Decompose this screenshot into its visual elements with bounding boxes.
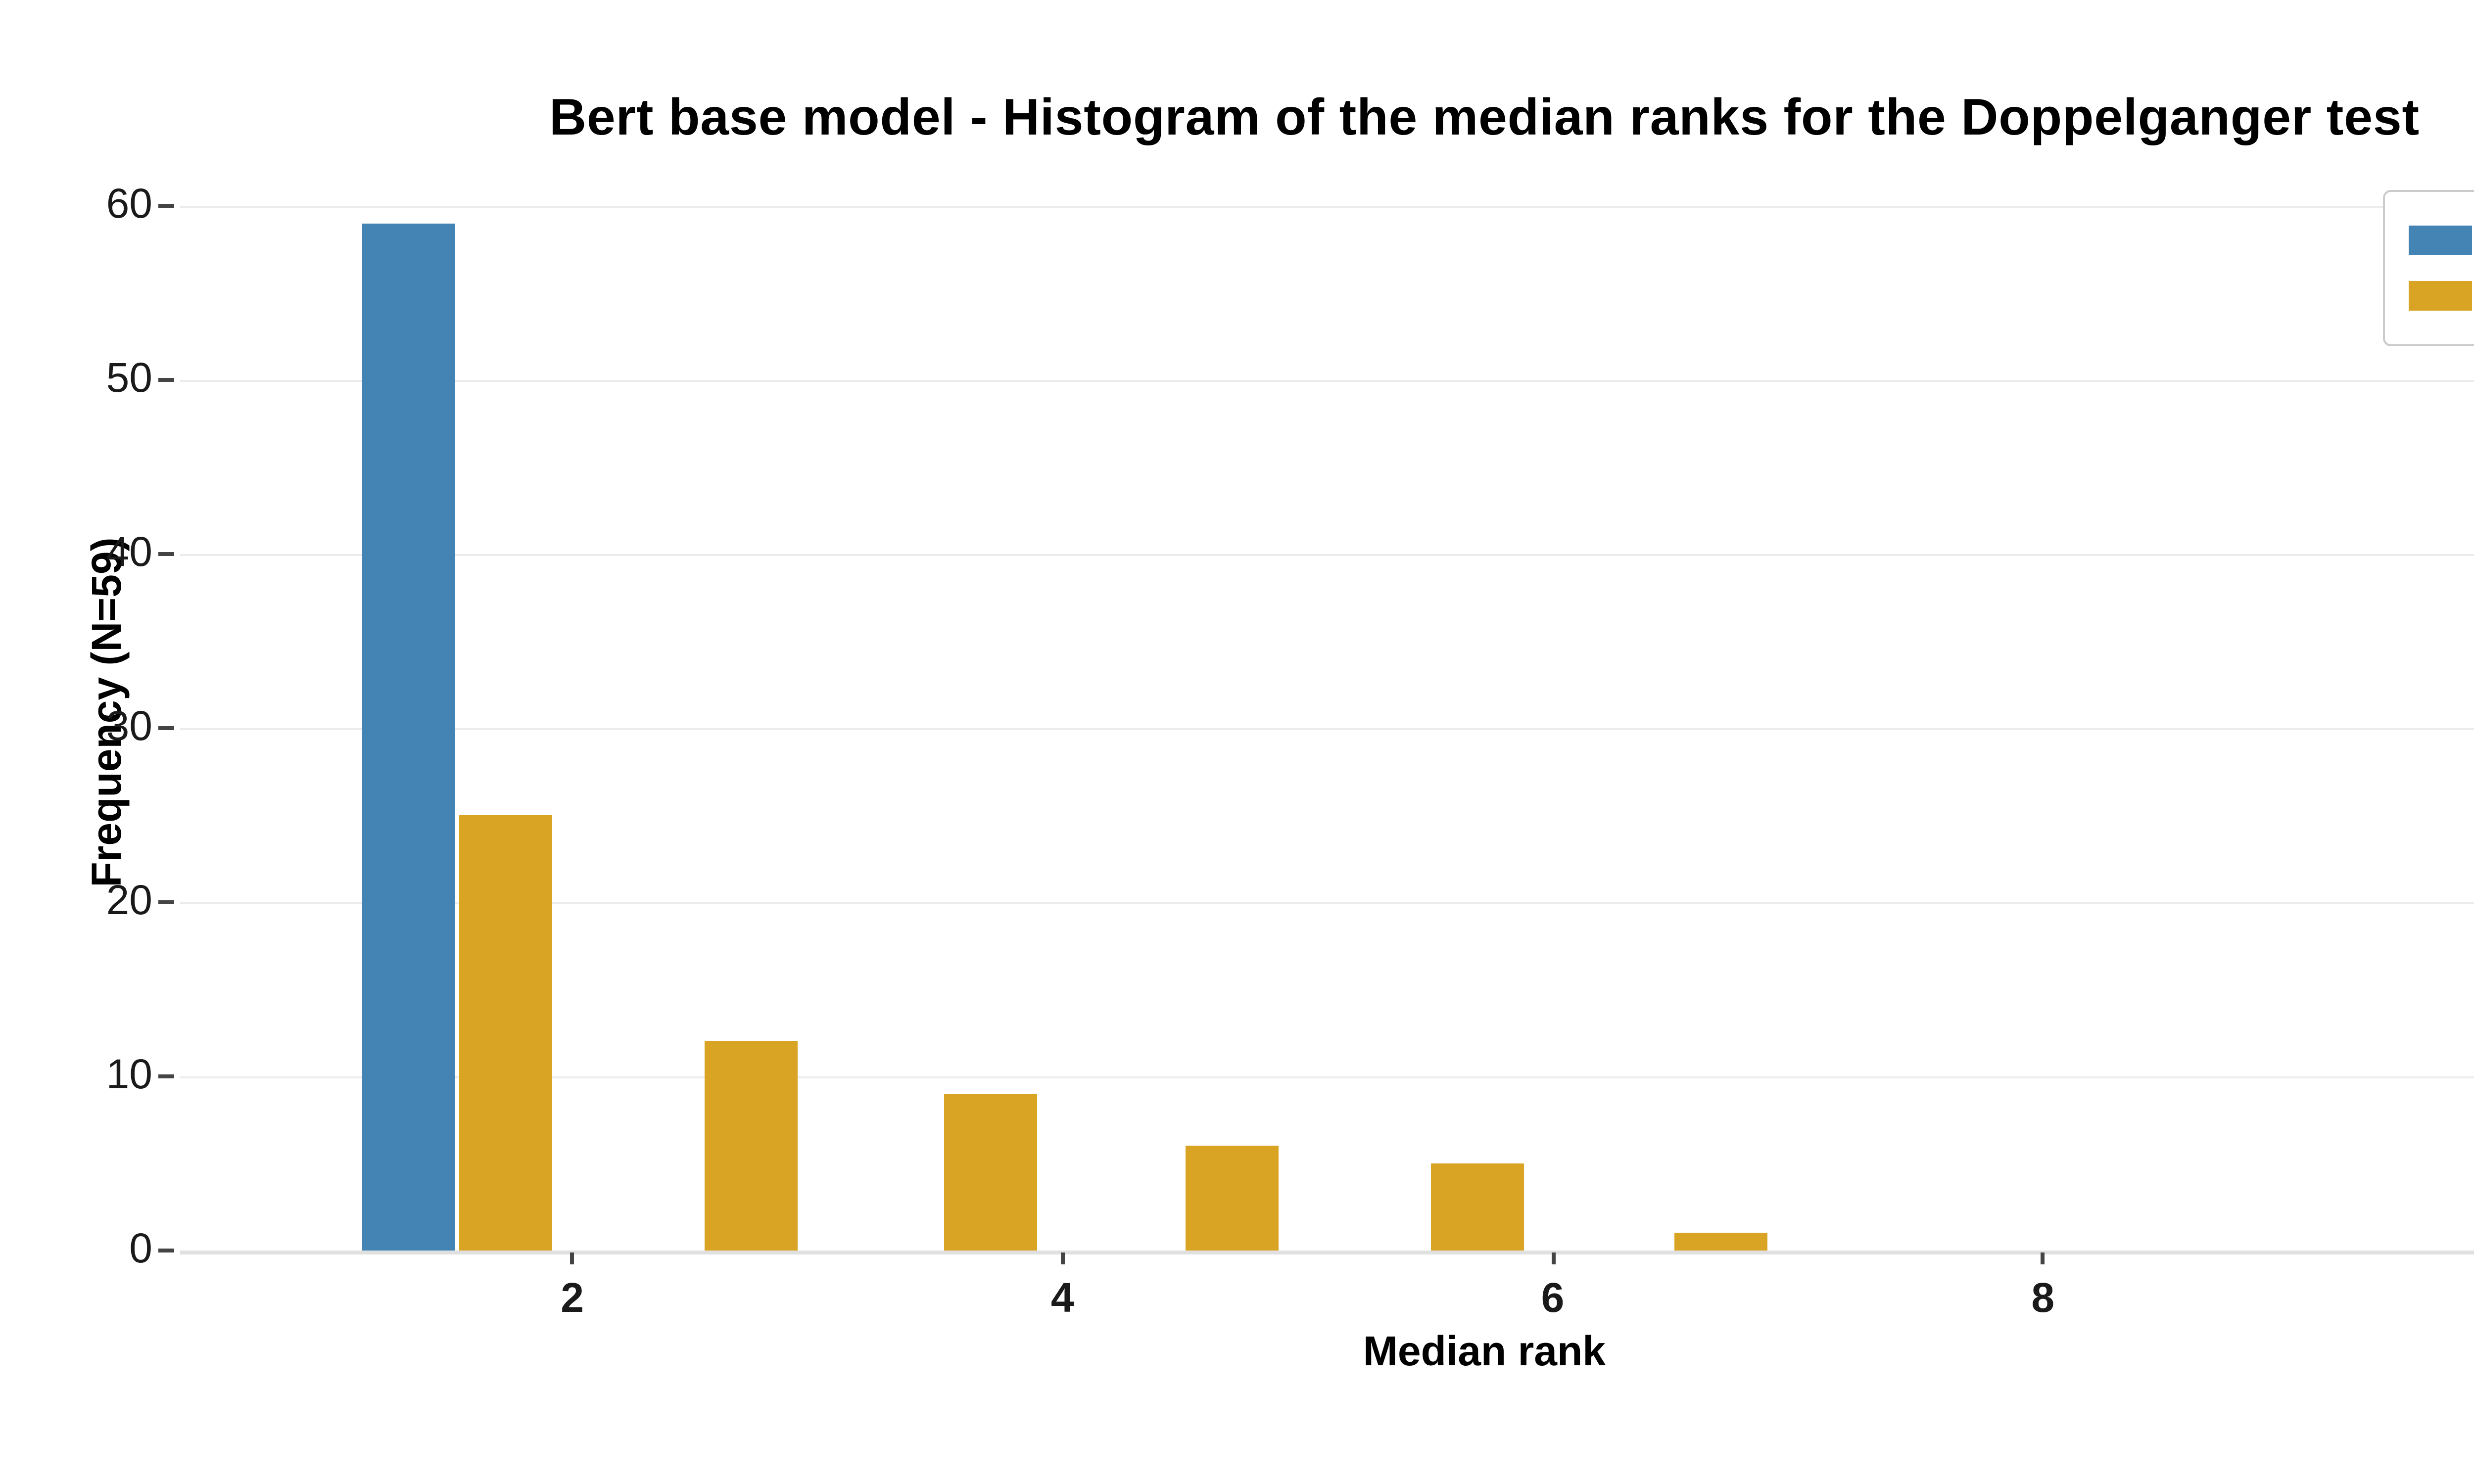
y-tick-label: 0 [129, 1227, 152, 1272]
bar-proper-names-1 [705, 1041, 798, 1251]
x-tick-label: 4 [1050, 1276, 1074, 1322]
x-axis-label: Median rank [1363, 1330, 1606, 1375]
legend-swatch [2409, 281, 2472, 311]
y-tick-mark [158, 377, 174, 382]
y-gridline [180, 379, 2474, 383]
y-gridline [180, 728, 2474, 731]
y-gridline [180, 554, 2474, 557]
legend: Common nouns Proper names [2383, 190, 2474, 346]
bar-proper-names-5 [1675, 1233, 1768, 1251]
bar-proper-names-2 [945, 1094, 1038, 1251]
x-tick-mark [1060, 1252, 1065, 1264]
y-tick-mark [158, 900, 174, 904]
y-gridline [180, 1076, 2474, 1079]
x-tick-mark [570, 1252, 574, 1264]
y-tick-mark [158, 203, 174, 208]
y-tick-mark [158, 552, 174, 556]
y-tick-mark [158, 1074, 174, 1078]
y-tick-mark [158, 726, 174, 730]
y-tick-label: 20 [106, 878, 152, 924]
legend-item-proper-names: Proper names [2409, 273, 2474, 319]
y-tick-label: 40 [106, 530, 152, 576]
y-tick-label: 50 [106, 356, 152, 402]
x-tick-mark [1551, 1252, 1555, 1264]
y-tick-mark [158, 1249, 174, 1252]
bar-common-nouns-0 [361, 223, 455, 1251]
x-tick-label: 6 [1541, 1276, 1565, 1322]
legend-swatch [2409, 226, 2472, 255]
bar-proper-names-4 [1430, 1163, 1523, 1251]
legend-item-common-nouns: Common nouns [2409, 218, 2474, 263]
y-gridline [180, 902, 2474, 905]
bar-proper-names-0 [459, 815, 553, 1251]
x-tick-label: 8 [2031, 1276, 2055, 1322]
x-axis-baseline [180, 1251, 2474, 1253]
plot-area [180, 188, 2474, 1253]
y-tick-label: 60 [106, 182, 152, 228]
y-tick-label: 30 [106, 704, 152, 750]
x-tick-label: 2 [561, 1276, 584, 1322]
y-tick-label: 10 [106, 1052, 152, 1098]
y-gridline [180, 205, 2474, 209]
x-tick-mark [2041, 1252, 2045, 1264]
chart-title: Bert base model - Histogram of the media… [549, 87, 2420, 146]
bar-proper-names-3 [1185, 1146, 1279, 1251]
